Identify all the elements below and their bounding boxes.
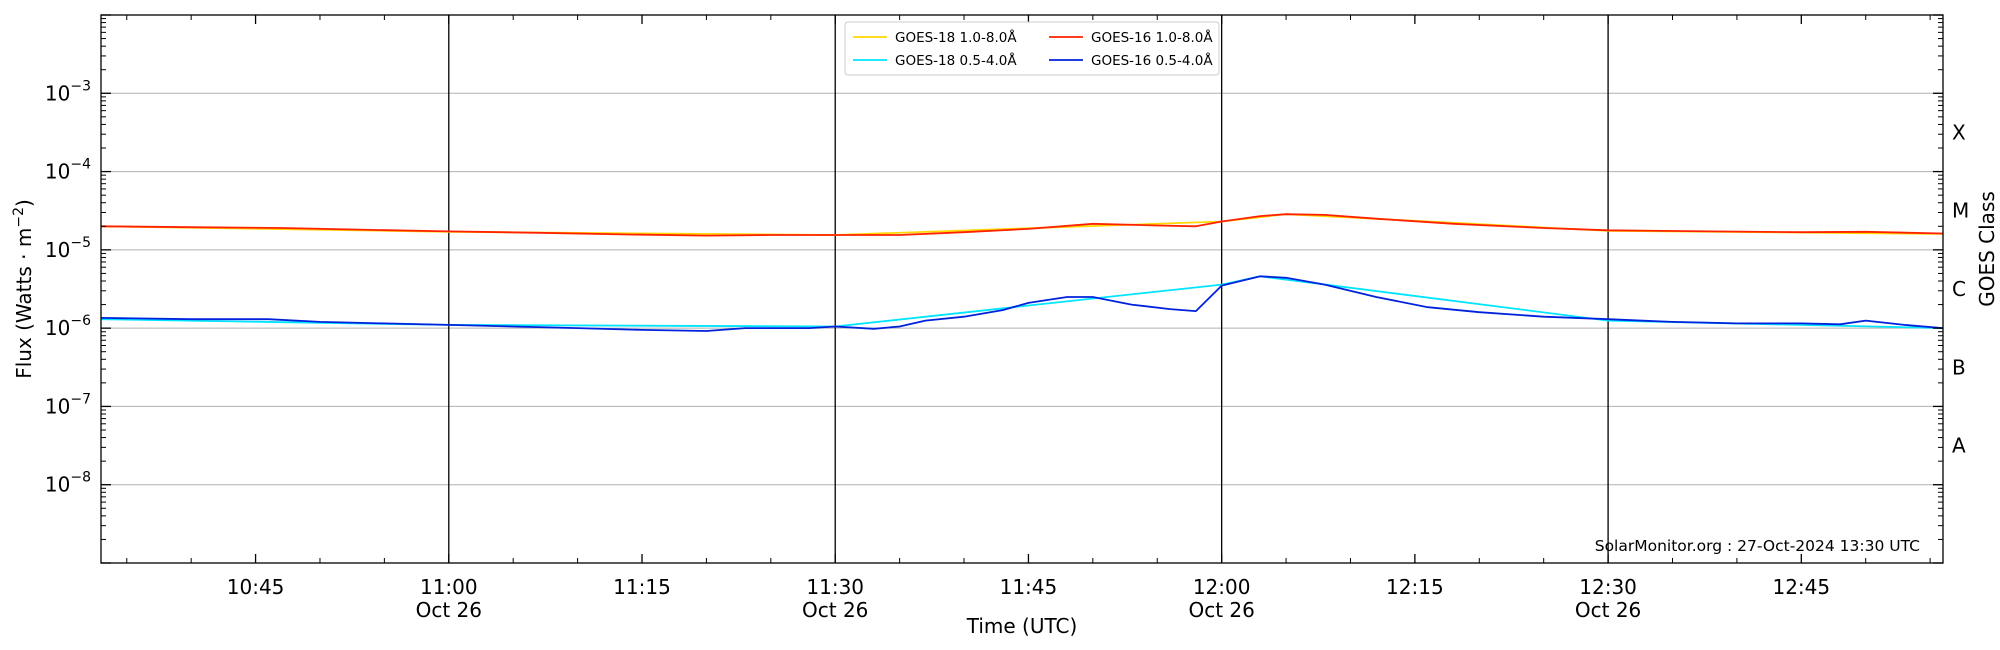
legend: GOES-18 1.0-8.0Å GOES-18 0.5-4.0Å GOES-16 … bbox=[844, 21, 1220, 76]
series-line-2 bbox=[100, 213, 1944, 237]
y-axis-title-main: Flux (Watts · m bbox=[12, 228, 36, 379]
x-tick-label: 11:15 bbox=[613, 575, 671, 599]
x-tick-date-label: Oct 26 bbox=[1575, 598, 1641, 622]
x-tick-label: 12:45 bbox=[1772, 575, 1830, 599]
x-tick-date-label: Oct 26 bbox=[416, 598, 482, 622]
x-tick-label: 12:30 bbox=[1579, 575, 1637, 599]
axis-ticks bbox=[101, 14, 1943, 564]
plot-frame bbox=[100, 14, 1944, 564]
right-axis-title: GOES Class bbox=[1975, 191, 1999, 307]
x-tick-label: 12:15 bbox=[1386, 575, 1444, 599]
y-tick-label: 10−5 bbox=[45, 235, 91, 262]
legend-entry-label: GOES-16 1.0-8.0Å bbox=[1091, 29, 1213, 46]
series-line-3 bbox=[100, 275, 1944, 332]
goes-class-labels: X M C B A bbox=[1952, 120, 1969, 457]
x-tick-date-label: Oct 26 bbox=[1188, 598, 1254, 622]
y-tick-label: 10−8 bbox=[45, 470, 91, 497]
y-axis-title-close: ) bbox=[12, 199, 36, 207]
x-tick-label: 11:45 bbox=[1000, 575, 1058, 599]
legend-entry-label: GOES-16 0.5-4.0Å bbox=[1091, 52, 1213, 69]
y-tick-label: 10−3 bbox=[45, 78, 91, 105]
legend-entry-label: GOES-18 1.0-8.0Å bbox=[895, 29, 1017, 46]
legend-box bbox=[844, 21, 1220, 76]
y-axis-title: Flux (Watts · m−2) bbox=[11, 199, 36, 379]
x-tick-label: 11:00 bbox=[420, 575, 478, 599]
x-tick-label: 10:45 bbox=[227, 575, 285, 599]
x-tick-label: 11:30 bbox=[806, 575, 864, 599]
goes-class-label: B bbox=[1952, 355, 1966, 379]
goes-class-label: X bbox=[1952, 120, 1966, 144]
x-axis-title: Time (UTC) bbox=[966, 614, 1078, 638]
x-tick-date-label: Oct 26 bbox=[802, 598, 868, 622]
y-tick-label: 10−7 bbox=[45, 391, 91, 418]
y-axis-title-exponent: −2 bbox=[11, 207, 27, 228]
grid bbox=[101, 92, 1943, 486]
x-tick-label: 12:00 bbox=[1193, 575, 1251, 599]
y-tick-label: 10−6 bbox=[45, 313, 91, 340]
series-lines bbox=[100, 213, 1944, 332]
y-tick-labels: 10−3 10−4 10−5 10−6 10−7 10−8 bbox=[45, 78, 91, 496]
legend-entry-label: GOES-18 0.5-4.0Å bbox=[895, 52, 1017, 69]
y-tick-label: 10−4 bbox=[45, 157, 91, 184]
goes-class-label: A bbox=[1952, 434, 1966, 458]
day-hour-lines bbox=[448, 15, 1609, 563]
goes-class-label: C bbox=[1952, 277, 1966, 301]
goes-class-label: M bbox=[1952, 199, 1969, 223]
credit-text: SolarMonitor.org : 27-Oct-2024 13:30 UTC bbox=[1595, 537, 1920, 555]
